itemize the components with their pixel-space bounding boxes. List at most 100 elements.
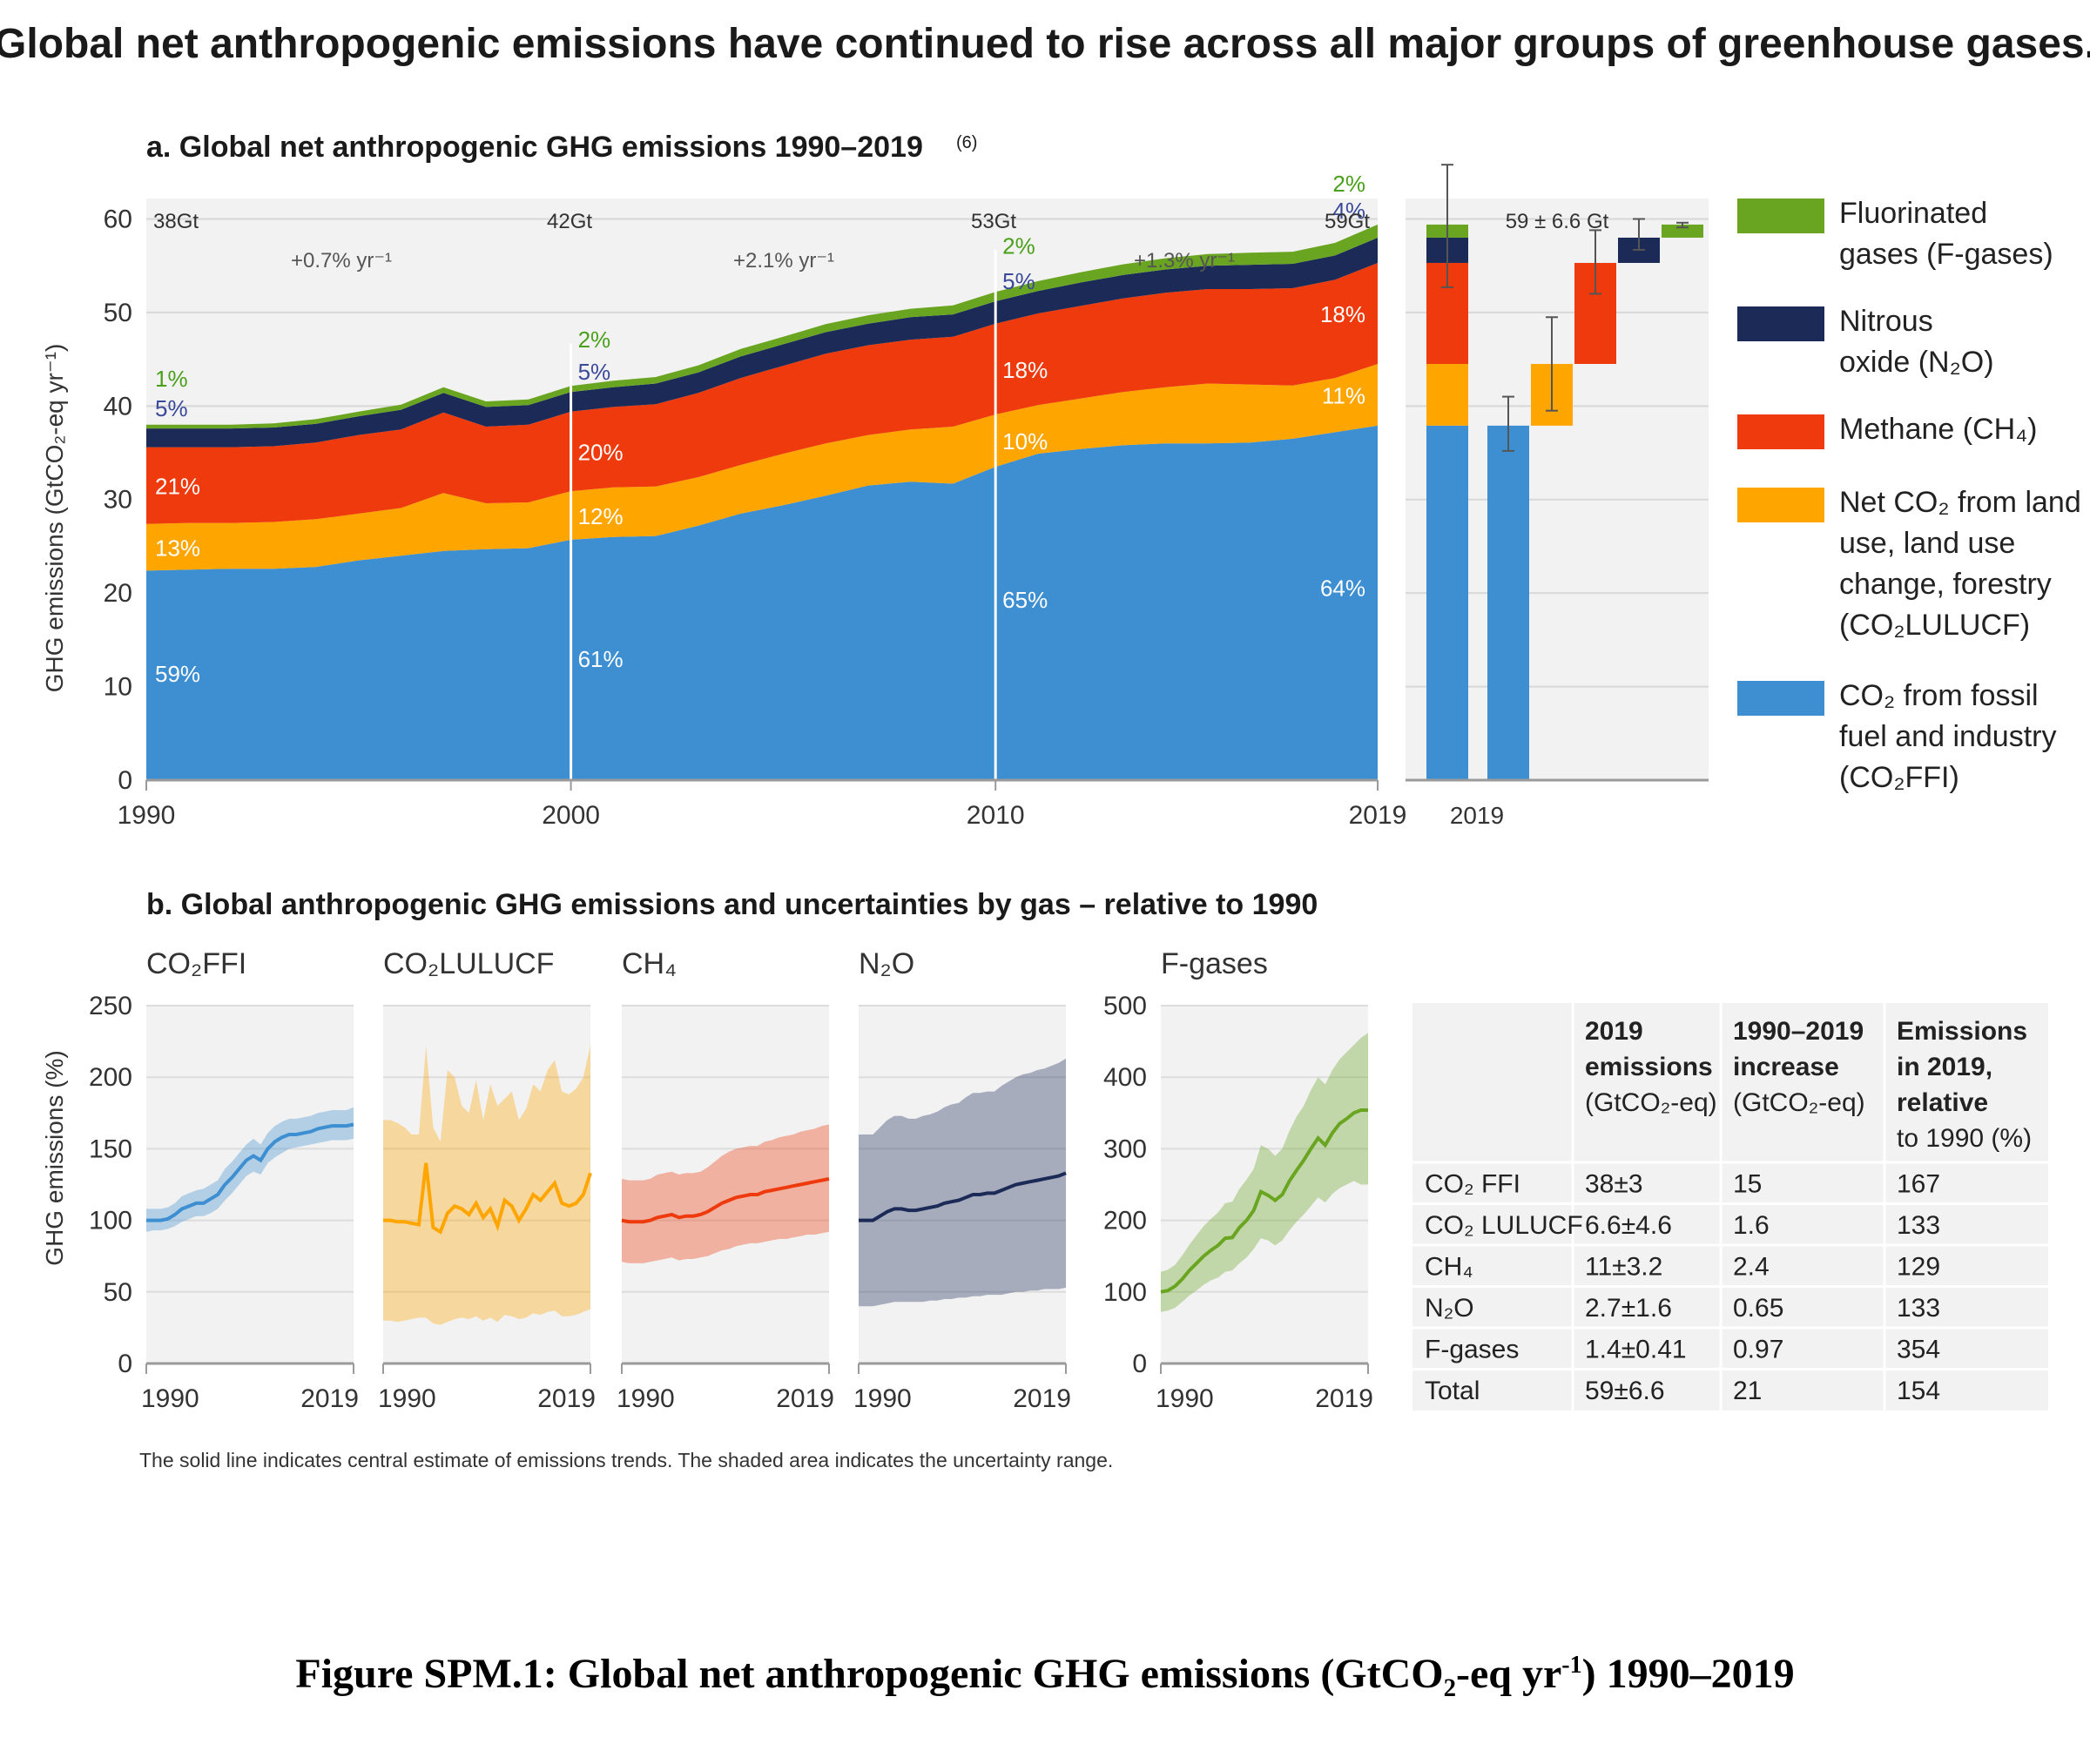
table-cell: 1.6	[1733, 1211, 1770, 1240]
legend-item-co2ffi: CO₂ from fossil fuel and industry (CO₂FFI)	[1737, 679, 2057, 794]
table-header-line: Emissions	[1897, 1017, 2027, 1046]
table-cell: CH₄	[1425, 1253, 1473, 1282]
share-label-co2lulucf: 10%	[1002, 428, 1048, 454]
waterfall-bar-co2ffi	[1487, 425, 1529, 780]
table-cell: 154	[1897, 1377, 1940, 1405]
central-line-co2lulucf	[383, 1162, 592, 1235]
x-tick-label: 1990	[118, 801, 176, 830]
central-line-n2o	[859, 1171, 1067, 1222]
table-header-line: 1990–2019	[1733, 1017, 1864, 1046]
legend-label: Net CO₂ from land	[1839, 486, 2081, 519]
y-tick-label: 200	[89, 1063, 132, 1092]
legend-label: (CO₂LULUCF)	[1839, 609, 2030, 642]
legend-label: gases (F-gases)	[1839, 238, 2053, 271]
share-label-fgas: 1%	[155, 366, 188, 392]
legend-label: fuel and industry	[1839, 720, 2057, 753]
table-cell: N₂O	[1425, 1294, 1474, 1323]
y-tick-label: 500	[1103, 992, 1147, 1020]
summary-table: 2019 emissions (GtCO₂-eq) 1990–2019 increase…	[1412, 1003, 2048, 1411]
table-cell: 133	[1897, 1294, 1940, 1323]
y-tick-label: 100	[1103, 1278, 1147, 1307]
small-multiple-fgas: F-gases 1990 2019 0 100 200 300 400 500	[1103, 947, 1373, 1413]
total-bar-co2ffi	[1426, 425, 1468, 780]
y-tick-label: 50	[104, 299, 132, 327]
x-tick-label: 1990	[617, 1384, 675, 1413]
share-label-co2ffi: 61%	[578, 646, 624, 672]
waterfall-error-n2o	[1633, 218, 1645, 251]
legend-label: CO₂ from fossil	[1839, 679, 2039, 712]
x-tick-label: 1990	[378, 1384, 436, 1413]
total-bar-co2lulucf	[1426, 363, 1468, 426]
table-header-line: in 2019,	[1897, 1053, 1992, 1081]
waterfall-error-co2lulucf	[1546, 316, 1558, 412]
small-multiple-background	[1161, 1006, 1368, 1363]
table-header-line: emissions	[1585, 1053, 1713, 1081]
table-cell: 133	[1897, 1211, 1940, 1240]
y-tick-label: 400	[1103, 1063, 1147, 1092]
x-tick-label: 2019	[1315, 1384, 1373, 1413]
legend-swatch-n2o	[1737, 306, 1824, 341]
legend-label: oxide (N₂O)	[1839, 346, 1994, 379]
x-tick-label: 2010	[967, 801, 1025, 830]
total-2000: 42Gt	[547, 210, 592, 233]
area-fgas	[146, 224, 1378, 429]
table-header-line: to 1990 (%)	[1897, 1124, 2032, 1153]
waterfall-chart	[1426, 164, 1703, 780]
legend-item-n2o: Nitrous oxide (N₂O)	[1737, 305, 1994, 379]
share-label-fgas: 2%	[1332, 171, 1365, 197]
table-row: Total 59±6.6 21 154	[1425, 1377, 1940, 1405]
share-label-ch4: 18%	[1002, 357, 1048, 383]
y-tick-label: 60	[104, 205, 132, 233]
x-tick-label: 2019	[1349, 801, 1407, 830]
area-chart-share-labels: 59% 61% 65% 64% 13% 12% 10% 11% 21% 20% 18% 18% 5% 5%…	[155, 171, 1365, 687]
table-row: F-gases 1.4±0.41 0.97 354	[1425, 1336, 1940, 1364]
uncertainty-band-n2o	[859, 1058, 1066, 1307]
table-cell: 1.4±0.41	[1585, 1336, 1687, 1364]
y-tick-label: 0	[118, 766, 132, 795]
uncertainty-band-fgas	[1161, 1033, 1368, 1312]
table-header-line: 2019	[1585, 1017, 1643, 1046]
x-tick-label: 1990	[1156, 1384, 1214, 1413]
y-tick-label: 30	[104, 486, 132, 515]
share-label-ch4: 18%	[1320, 301, 1365, 327]
share-label-fgas: 2%	[578, 327, 611, 353]
y-tick-label: 10	[104, 673, 132, 702]
y-tick-label: 300	[1103, 1134, 1147, 1163]
total-2019: 59Gt	[1325, 210, 1370, 233]
share-label-co2lulucf: 11%	[1322, 382, 1365, 408]
table-cell: 0.65	[1733, 1294, 1783, 1323]
table-cell: 354	[1897, 1336, 1940, 1364]
uncertainty-band-co2lulucf	[383, 1046, 590, 1325]
table-cell: 129	[1897, 1253, 1940, 1282]
legend-item-co2lulucf: Net CO₂ from land use, land use change, fo…	[1737, 486, 2081, 642]
panel-b-title: b. Global anthropogenic GHG emissions an…	[146, 888, 1318, 921]
table-row: CH₄ 11±3.2 2.4 129	[1425, 1253, 1940, 1282]
small-multiple-title: F-gases	[1161, 947, 1268, 980]
table-cell: 6.6±4.6	[1585, 1211, 1672, 1240]
total-1990: 38Gt	[153, 210, 199, 233]
panel-b-note: The solid line indicates central estimat…	[139, 1449, 1113, 1471]
uncertainty-band-co2ffi	[146, 1107, 354, 1232]
small-multiple-background	[146, 1006, 354, 1363]
small-multiples: CO₂FFI 1990 2019 0 50 100 150 200 250 CO₂LULUCF 19…	[89, 947, 1373, 1413]
x-tick-label: 2000	[542, 801, 600, 830]
small-multiple-n2o: N₂O 1990 2019	[853, 947, 1071, 1413]
waterfall-error-ch4	[1589, 229, 1601, 295]
x-tick-label: 2019	[537, 1384, 596, 1413]
share-label-ch4: 21%	[155, 474, 200, 500]
y-tick-label: 0	[118, 1350, 132, 1378]
legend-swatch-co2lulucf	[1737, 488, 1824, 522]
area-co2ffi	[146, 425, 1378, 780]
central-line-co2ffi	[146, 1122, 354, 1222]
share-label-co2ffi: 64%	[1320, 575, 1365, 601]
share-label-n2o: 5%	[578, 359, 611, 385]
small-multiple-co2lulucf: CO₂LULUCF 1990 2019	[378, 947, 596, 1413]
growth-rate-2010s: +1.3% yr⁻¹	[1134, 249, 1235, 273]
area-ch4	[146, 263, 1378, 524]
uncertainty-band-ch4	[622, 1124, 829, 1263]
table-cell: Total	[1425, 1377, 1480, 1405]
legend-swatch-ch4	[1737, 414, 1824, 449]
x-tick-label: 2019	[776, 1384, 834, 1413]
table-cell: 38±3	[1585, 1170, 1643, 1199]
